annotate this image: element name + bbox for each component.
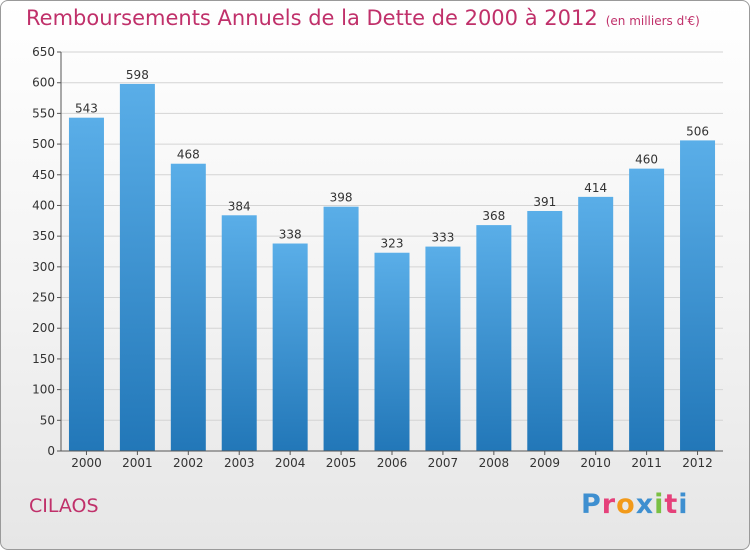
bar-value-label: 598 (126, 68, 149, 82)
bar-value-label: 391 (533, 195, 556, 209)
bar (221, 215, 257, 451)
y-tick-label: 650 (32, 45, 55, 59)
x-tick-label: 2009 (529, 456, 560, 470)
bar-value-label: 468 (177, 148, 200, 162)
proxiti-logo: Proxiti (581, 489, 689, 520)
bar-value-label: 398 (330, 191, 353, 205)
y-tick-label: 500 (32, 137, 55, 151)
chart-title: Remboursements Annuels de la Dette de 20… (26, 6, 700, 30)
logo-letter: i (654, 489, 665, 520)
y-tick-label: 100 (32, 383, 55, 397)
y-tick-label: 400 (32, 198, 55, 212)
bar (629, 168, 665, 451)
y-tick-label: 450 (32, 168, 55, 182)
logo-letter: x (635, 489, 655, 520)
logo-letter: o (616, 489, 636, 520)
y-tick-label: 200 (32, 321, 55, 335)
bar-value-label: 414 (584, 181, 607, 195)
x-tick-label: 2006 (377, 456, 408, 470)
bar (272, 243, 308, 451)
y-tick-label: 50 (40, 413, 55, 427)
bar-value-label: 368 (482, 209, 505, 223)
bar-value-label: 384 (228, 199, 251, 213)
x-tick-label: 2012 (682, 456, 713, 470)
bar (578, 196, 614, 451)
chart-title-main: Remboursements Annuels de la Dette de 20… (26, 6, 598, 30)
bar-value-label: 460 (635, 153, 658, 167)
logo-letter: r (601, 489, 617, 520)
y-tick-label: 0 (47, 444, 55, 458)
x-tick-label: 2002 (173, 456, 204, 470)
chart-title-unit: (en milliers d'€) (605, 14, 700, 28)
bar (68, 117, 104, 451)
x-tick-label: 2008 (479, 456, 510, 470)
x-tick-label: 2004 (275, 456, 306, 470)
x-tick-label: 2011 (631, 456, 662, 470)
commune-name: CILAOS (29, 495, 99, 517)
y-tick-label: 150 (32, 352, 55, 366)
x-tick-label: 2010 (580, 456, 611, 470)
y-tick-label: 600 (32, 76, 55, 90)
bar-value-label: 338 (279, 228, 302, 242)
x-tick-label: 2007 (428, 456, 459, 470)
axes (57, 51, 723, 455)
bar (170, 163, 206, 451)
bar-value-label: 543 (75, 102, 98, 116)
bar (527, 210, 563, 451)
y-tick-label: 350 (32, 229, 55, 243)
bar-value-label: 333 (431, 231, 454, 245)
logo-letter: t (664, 489, 679, 520)
labels: 0 50 100 150 200 250 300 350 400 450 500 550 600 650 5… (32, 45, 713, 470)
x-tick-label: 2000 (71, 456, 102, 470)
x-tick-label: 2005 (326, 456, 357, 470)
x-tick-label: 2001 (122, 456, 153, 470)
bar-value-label: 506 (686, 124, 709, 138)
bars (68, 83, 716, 452)
bar (425, 246, 461, 451)
bar (374, 252, 410, 451)
logo-letter: i (678, 489, 689, 520)
bar (476, 225, 512, 451)
bar (323, 206, 359, 451)
logo-letter: P (581, 489, 602, 520)
bar (119, 83, 155, 452)
bar-value-label: 323 (381, 237, 404, 251)
bar (680, 140, 716, 451)
y-tick-label: 300 (32, 260, 55, 274)
y-tick-label: 550 (32, 106, 55, 120)
y-tick-label: 250 (32, 291, 55, 305)
x-tick-label: 2003 (224, 456, 255, 470)
